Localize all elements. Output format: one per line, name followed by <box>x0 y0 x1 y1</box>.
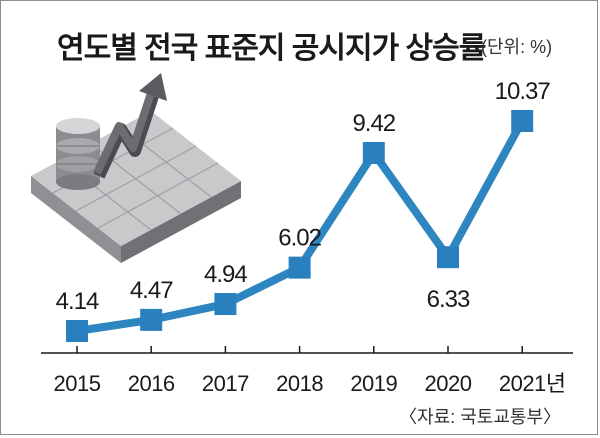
x-tick-label: 2017 <box>202 371 249 396</box>
x-tick-label: 2019 <box>350 371 397 396</box>
data-value-label: 4.47 <box>130 277 173 304</box>
x-tick-label: 2021년 <box>499 371 566 396</box>
data-value-label: 6.02 <box>278 225 321 252</box>
coins-tiles-arrow-icon <box>31 73 241 263</box>
data-point-marker <box>214 293 237 316</box>
data-value-label: 6.33 <box>427 286 470 313</box>
data-point-marker <box>288 256 311 279</box>
data-point-marker <box>140 308 163 331</box>
chart-title: 연도별 전국 표준지 공시지가 상승률 <box>57 32 486 65</box>
unit-label: (단위: %) <box>481 37 553 57</box>
data-value-label: 10.37 <box>495 78 551 105</box>
data-point-marker <box>511 110 534 132</box>
data-point-marker <box>66 320 88 342</box>
data-value-label: 4.94 <box>204 261 247 288</box>
data-point-marker <box>437 246 459 269</box>
x-tick-label: 2020 <box>425 371 472 396</box>
x-tick-label: 2016 <box>128 371 175 396</box>
data-point-marker <box>362 142 385 165</box>
source-note: 〈자료: 국토교통부〉 <box>399 407 561 427</box>
data-value-label: 4.14 <box>56 288 99 315</box>
x-tick-label: 2015 <box>54 371 101 396</box>
data-value-label: 9.42 <box>352 110 395 137</box>
x-tick-label: 2018 <box>276 371 323 396</box>
